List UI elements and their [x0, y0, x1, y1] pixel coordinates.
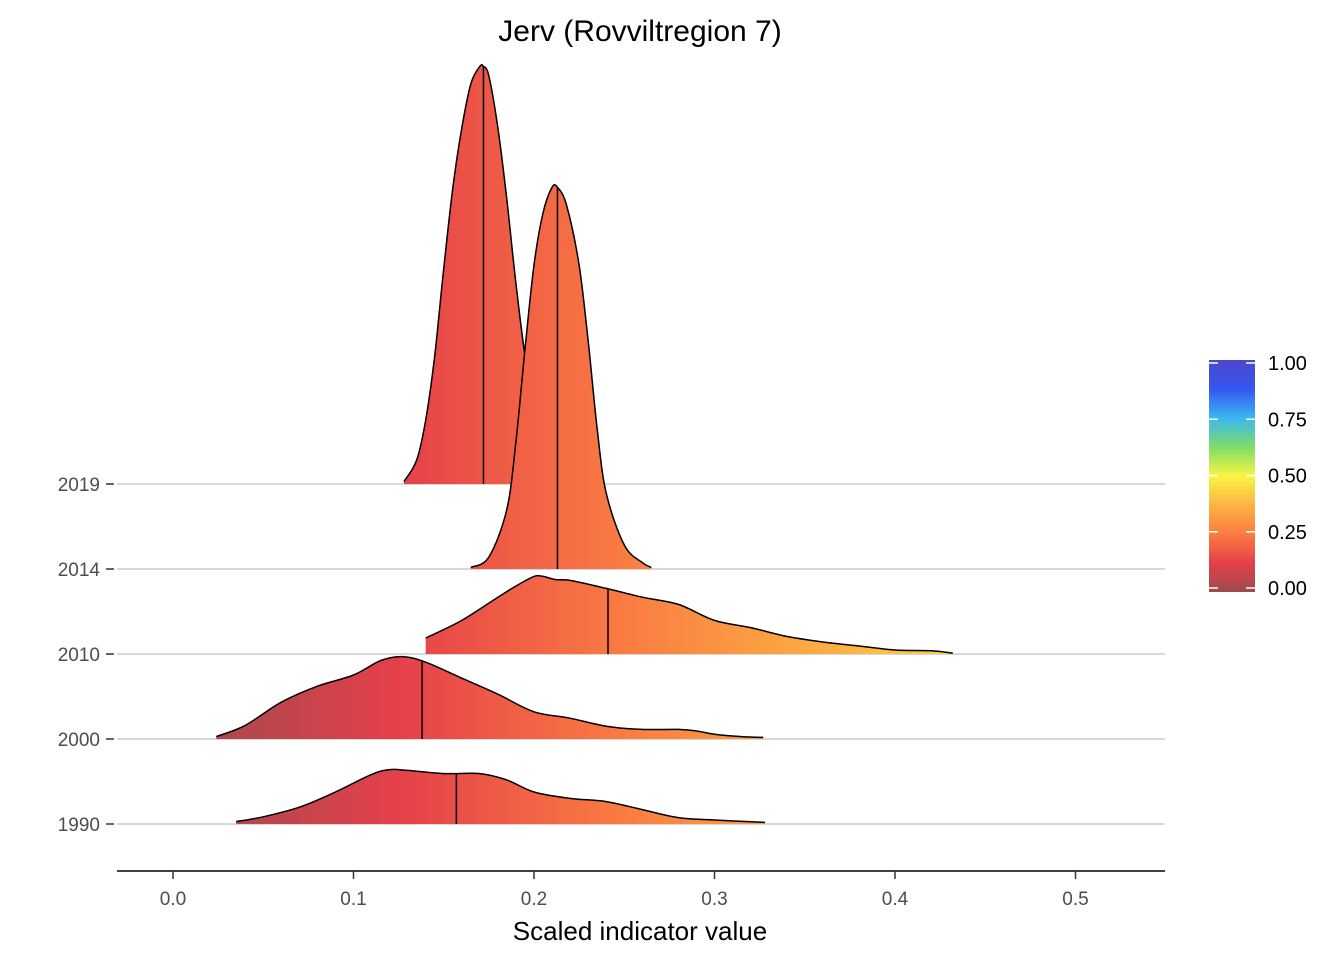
ridge-outline-2010: [425, 574, 953, 654]
legend-label-4: 1.00: [1268, 353, 1307, 375]
x-tick-label-1: 0.1: [340, 889, 366, 910]
ridge-area-2000: [216, 656, 764, 739]
ridge-2010: [425, 574, 953, 654]
ridge-2014: [470, 183, 652, 570]
legend-colorbar: 0.00 0.25 0.50 0.75 1.00: [1209, 353, 1307, 600]
legend-ticks: 0.00 0.25 0.50 0.75 1.00: [1209, 353, 1307, 600]
legend-label-2: 0.50: [1268, 466, 1307, 488]
ridge-area-2010: [425, 575, 953, 654]
x-tick-label-4: 0.4: [882, 889, 909, 910]
ridges: [216, 63, 953, 824]
ridge-outline-2000: [216, 655, 764, 739]
ridge-1990: [236, 768, 766, 824]
x-tick-label-0: 0.0: [160, 889, 186, 910]
y-tick-label-2019: 2019: [58, 475, 100, 496]
x-axis: 0.0 0.1 0.2 0.3 0.4 0.5: [160, 871, 1089, 910]
x-tick-label-5: 0.5: [1062, 889, 1088, 910]
y-tick-label-2014: 2014: [58, 560, 101, 581]
ridge-outline-2014: [470, 183, 652, 569]
ridge-area-1990: [236, 769, 765, 824]
legend-label-1: 0.25: [1268, 522, 1307, 544]
chart-title: Jerv (Rovviltregion 7): [498, 15, 781, 48]
x-tick-label-2: 0.2: [521, 889, 547, 910]
ridge-area-2019: [404, 64, 560, 484]
ridge-outline-1990: [236, 768, 766, 824]
x-tick-label-3: 0.3: [701, 889, 727, 910]
y-axis-labels: 1990 2000 2010 2014 2019: [58, 475, 114, 836]
y-tick-label-2010: 2010: [58, 645, 100, 666]
x-axis-title: Scaled indicator value: [513, 916, 767, 946]
y-tick-label-2000: 2000: [58, 730, 100, 751]
legend-label-3: 0.75: [1268, 409, 1307, 431]
ridge-2000: [216, 655, 764, 739]
y-tick-label-1990: 1990: [58, 815, 100, 836]
legend-label-0: 0.00: [1268, 578, 1307, 600]
ridge-area-2014: [470, 184, 652, 570]
